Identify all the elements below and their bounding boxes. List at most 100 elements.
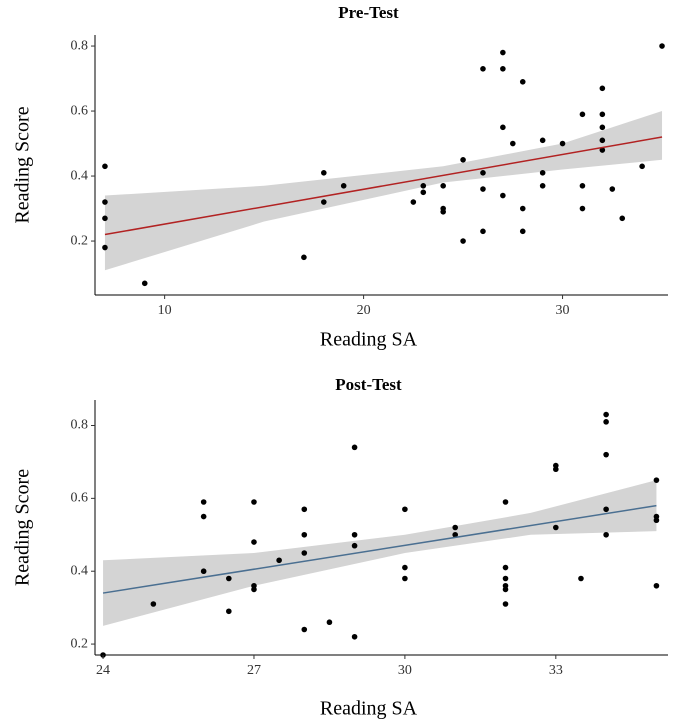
x-tick-label: 10 — [158, 303, 172, 318]
point — [519, 228, 526, 235]
point — [351, 531, 358, 538]
point — [480, 186, 486, 192]
y-tick-label: 0.6 — [71, 491, 89, 506]
point — [502, 575, 509, 582]
point — [340, 183, 347, 189]
point — [452, 531, 459, 538]
point — [659, 43, 665, 49]
x-tick-label: 24 — [96, 663, 110, 678]
point — [500, 49, 506, 56]
x-tick-label: 20 — [357, 303, 371, 318]
point — [276, 557, 282, 564]
point — [500, 192, 506, 199]
point — [603, 506, 609, 513]
point — [609, 186, 616, 192]
point — [226, 608, 232, 615]
point — [502, 499, 509, 505]
point — [150, 601, 157, 607]
x-axis-label: Reading SA — [320, 329, 418, 351]
fit-line — [104, 136, 663, 236]
point — [500, 124, 506, 131]
point — [480, 66, 486, 72]
point — [480, 228, 486, 235]
point — [102, 163, 108, 170]
point — [452, 524, 459, 531]
point — [599, 137, 606, 144]
point — [301, 531, 308, 538]
point — [480, 170, 486, 176]
point — [321, 199, 327, 205]
point — [326, 619, 333, 626]
point — [402, 506, 408, 513]
point — [579, 205, 586, 212]
point — [410, 199, 417, 205]
point — [599, 147, 606, 153]
point — [502, 586, 509, 593]
x-tick-label: 30 — [398, 663, 412, 678]
point — [539, 170, 546, 176]
point — [539, 183, 546, 189]
confidence-band — [103, 480, 657, 626]
point — [653, 582, 660, 589]
point — [579, 111, 586, 118]
point — [599, 111, 606, 118]
y-axis-label: Reading Score — [12, 469, 34, 586]
point — [599, 124, 606, 131]
y-tick-label: 0.8 — [71, 38, 89, 53]
point — [420, 183, 427, 189]
point — [200, 499, 207, 505]
point — [420, 189, 427, 196]
point — [351, 542, 358, 549]
point — [653, 517, 660, 524]
point — [102, 244, 108, 251]
point — [440, 209, 446, 215]
y-tick-label: 0.2 — [71, 636, 89, 651]
point — [402, 575, 408, 582]
point — [301, 626, 308, 633]
y-tick-label: 0.2 — [71, 233, 89, 248]
point — [251, 586, 257, 593]
point — [141, 280, 148, 287]
x-axis-label: Reading SA — [320, 698, 418, 720]
point — [351, 444, 358, 451]
point — [603, 531, 609, 538]
point — [603, 411, 609, 418]
point — [460, 157, 466, 163]
point — [301, 254, 307, 261]
point — [321, 170, 327, 176]
x-tick-label: 30 — [556, 303, 570, 318]
point — [226, 575, 232, 582]
point — [553, 466, 559, 473]
point — [301, 506, 308, 513]
y-tick-label: 0.4 — [71, 563, 89, 578]
point — [539, 137, 546, 144]
confidence-band — [104, 111, 663, 271]
point — [200, 513, 207, 520]
point — [510, 140, 516, 147]
point — [251, 539, 257, 545]
x-tick-label: 33 — [549, 663, 563, 678]
point — [559, 140, 566, 147]
point — [519, 205, 526, 212]
y-tick-label: 0.6 — [71, 103, 89, 118]
point — [639, 163, 645, 170]
x-tick-label: 27 — [247, 663, 261, 678]
point — [553, 524, 559, 531]
point — [619, 215, 626, 222]
point — [251, 499, 257, 505]
point — [402, 564, 408, 571]
point — [579, 183, 586, 189]
point — [519, 79, 526, 85]
point — [102, 215, 108, 222]
point — [502, 601, 509, 607]
point — [102, 199, 108, 205]
point — [653, 477, 660, 483]
y-tick-label: 0.4 — [71, 168, 89, 183]
chart-title: Pre-Test — [338, 3, 399, 22]
point — [603, 451, 609, 458]
y-tick-label: 0.8 — [71, 418, 89, 433]
point — [603, 419, 609, 425]
point — [351, 633, 358, 640]
